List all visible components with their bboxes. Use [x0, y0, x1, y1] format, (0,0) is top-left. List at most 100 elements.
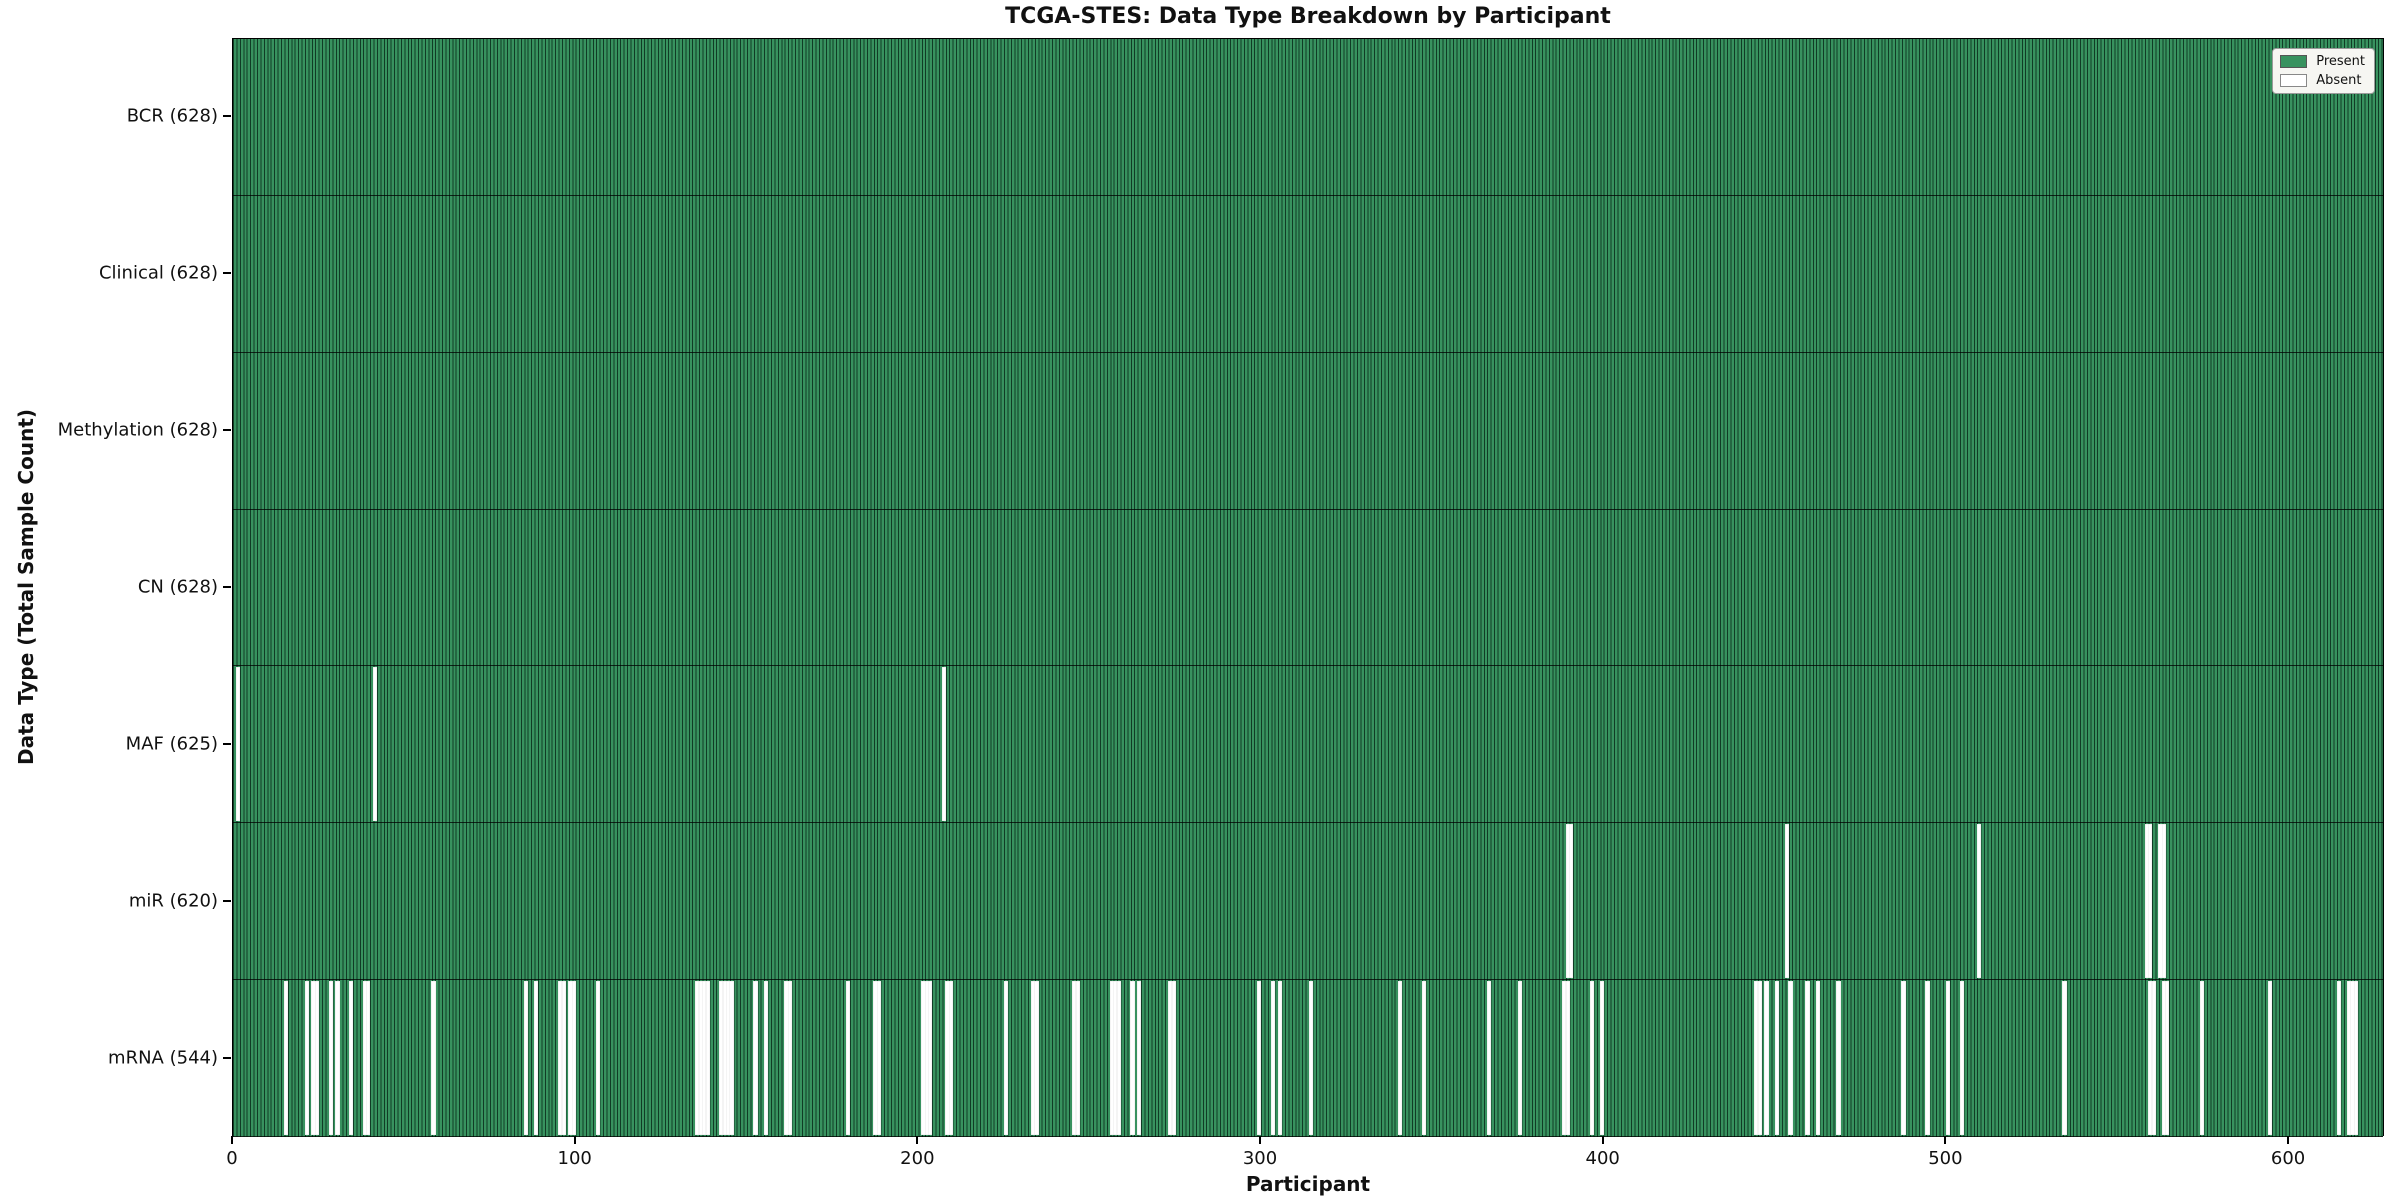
absent-marker — [1569, 824, 1574, 979]
absent-marker — [373, 667, 378, 822]
absent-marker — [2336, 981, 2341, 1135]
absent-marker — [561, 981, 566, 1135]
absent-marker — [335, 981, 340, 1135]
legend-label: Absent — [2316, 73, 2362, 88]
absent-marker — [349, 981, 354, 1135]
absent-marker — [2062, 981, 2067, 1135]
absent-marker — [873, 981, 878, 1135]
x-tick-mark — [916, 1136, 919, 1144]
legend: Present Absent — [2272, 48, 2375, 94]
absent-marker — [753, 981, 758, 1135]
absent-marker — [534, 981, 539, 1135]
absent-marker — [1130, 981, 1135, 1135]
y-tick-label-bcr: BCR (628) — [126, 105, 218, 127]
row-methylation — [233, 352, 2383, 510]
x-tick-mark — [231, 1136, 233, 1144]
row-maf — [233, 666, 2383, 824]
absent-marker — [1589, 981, 1594, 1135]
absent-marker — [311, 981, 316, 1135]
absent-marker — [1805, 981, 1810, 1135]
absent-marker — [1308, 981, 1313, 1135]
absent-marker — [1764, 981, 1769, 1135]
absent-marker — [1031, 981, 1036, 1135]
absent-marker — [1270, 981, 1276, 1135]
absent-marker — [1168, 981, 1173, 1135]
absent-marker — [784, 981, 789, 1135]
row-clinical — [233, 195, 2383, 353]
absent-marker — [431, 981, 436, 1135]
absent-marker — [2148, 981, 2153, 1135]
absent-marker — [1137, 981, 1142, 1135]
absent-marker — [2151, 981, 2156, 1135]
absent-marker — [1925, 981, 1930, 1135]
absent-marker — [2350, 981, 2355, 1135]
absent-marker — [1075, 981, 1080, 1135]
absent-marker — [1003, 981, 1008, 1135]
absent-marker — [2158, 824, 2163, 979]
absent-marker — [568, 981, 573, 1135]
absent-marker — [314, 981, 320, 1135]
x-tick-label-200: 200 — [900, 1148, 935, 1169]
absent-marker — [1517, 981, 1522, 1135]
x-tick-mark — [573, 1136, 576, 1144]
y-tick-mark — [223, 586, 231, 588]
absent-marker — [1757, 981, 1762, 1135]
x-tick-mark — [1944, 1136, 1947, 1144]
x-axis-label: Participant — [1245, 1172, 1371, 1196]
absent-marker — [1421, 981, 1426, 1135]
absent-marker — [523, 981, 529, 1135]
absent-marker — [1257, 981, 1262, 1135]
absent-swatch-icon — [2280, 74, 2308, 87]
absent-marker — [695, 981, 700, 1135]
absent-marker — [941, 667, 947, 822]
y-tick-mark — [223, 429, 231, 432]
absent-marker — [2268, 981, 2273, 1135]
row-bcr — [233, 39, 2383, 196]
absent-marker — [2144, 824, 2149, 979]
absent-marker — [328, 981, 333, 1135]
absent-marker — [945, 981, 950, 1135]
absent-marker — [1116, 981, 1121, 1135]
y-tick-label-cn: CN (628) — [137, 576, 218, 598]
x-tick-mark — [2287, 1136, 2290, 1144]
y-tick-mark — [223, 742, 231, 745]
absent-marker — [1072, 981, 1077, 1135]
x-tick-label-500: 500 — [1928, 1148, 1963, 1169]
absent-marker — [1945, 981, 1951, 1135]
absent-marker — [1277, 981, 1282, 1135]
absent-marker — [702, 981, 707, 1135]
row-mrna — [233, 980, 2383, 1137]
x-tick-mark — [1259, 1136, 1262, 1144]
absent-marker — [763, 981, 768, 1135]
legend-label: Present — [2316, 54, 2365, 69]
absent-marker — [571, 981, 577, 1135]
y-tick-mark — [223, 1056, 231, 1059]
absent-marker — [595, 981, 601, 1135]
y-tick-label-clinical: Clinical (628) — [98, 262, 218, 284]
x-tick-label-0: 0 — [226, 1148, 238, 1169]
absent-marker — [2161, 824, 2167, 979]
chart-title: TCGA-STES: Data Type Breakdown by Partic… — [1005, 4, 1611, 29]
absent-marker — [558, 981, 563, 1135]
absent-marker — [2165, 981, 2170, 1135]
absent-marker — [1836, 981, 1841, 1135]
y-tick-label-maf: MAF (625) — [125, 733, 218, 755]
row-mir — [233, 823, 2383, 981]
x-tick-label-600: 600 — [2270, 1148, 2306, 1169]
absent-marker — [362, 981, 368, 1135]
absent-marker — [366, 981, 371, 1135]
y-tick-label-mrna: mRNA (544) — [108, 1047, 218, 1069]
legend-entry-absent: Absent — [2280, 73, 2365, 88]
absent-marker — [2353, 981, 2358, 1135]
absent-marker — [2346, 981, 2352, 1135]
absent-marker — [1113, 981, 1118, 1135]
absent-marker — [1774, 981, 1779, 1135]
absent-marker — [304, 981, 309, 1135]
absent-marker — [921, 981, 926, 1135]
y-tick-label-mir: miR (620) — [128, 890, 218, 912]
x-tick-label-100: 100 — [557, 1148, 592, 1169]
absent-marker — [2199, 981, 2204, 1135]
legend-entry-present: Present — [2280, 54, 2365, 69]
absent-marker — [1815, 981, 1820, 1135]
